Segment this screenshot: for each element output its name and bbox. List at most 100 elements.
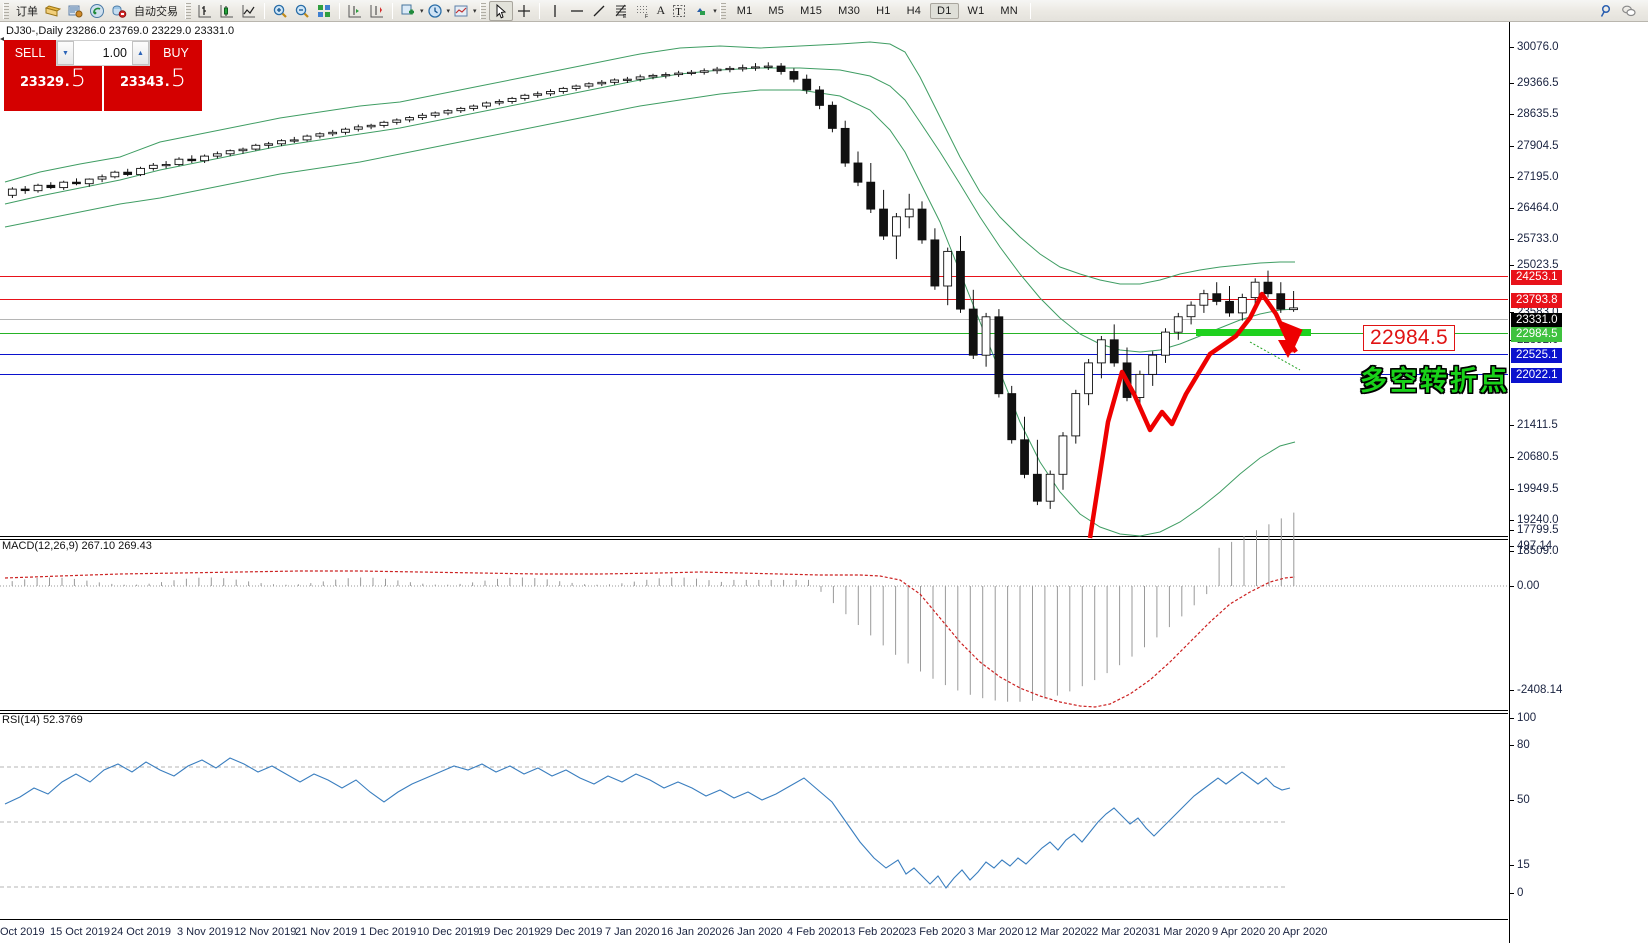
- timeframe-mn[interactable]: MN: [1000, 4, 1018, 17]
- price-tick: 19240.0: [1510, 514, 1559, 526]
- add-indicator-caret[interactable]: ▾: [420, 7, 424, 15]
- date-label: 10 Dec 2019: [417, 926, 480, 938]
- volume-stepper[interactable]: ▼ 1.00 ▲: [56, 40, 150, 66]
- chart-area[interactable]: DJ30-,Daily 23286.0 23769.0 23229.0 2333…: [0, 22, 1648, 943]
- date-label: 12 Nov 2019: [234, 926, 297, 938]
- one-click-trading-panel[interactable]: SELL ▼ 1.00 ▲ BUY 23329 . 5 23343 . 5: [4, 40, 202, 115]
- shapes-icon[interactable]: [690, 1, 712, 21]
- trend-analysis-line: [1087, 291, 1298, 539]
- level-line-24253[interactable]: [0, 276, 1508, 277]
- date-label: 3 Mar 2020: [968, 926, 1024, 938]
- fibonacci-icon[interactable]: E: [610, 1, 632, 21]
- period-clock-icon[interactable]: [424, 1, 446, 21]
- text-icon[interactable]: A: [656, 3, 666, 17]
- volume-decrease-icon[interactable]: ▼: [57, 41, 74, 65]
- trendline-icon[interactable]: [588, 1, 610, 21]
- bar-chart-icon[interactable]: [194, 1, 216, 21]
- toolbar-grip-4[interactable]: [719, 2, 726, 19]
- toolbar-grip-3[interactable]: [479, 2, 486, 19]
- macd-indicator-label: MACD(12,26,9) 267.10 269.43: [2, 540, 152, 552]
- sell-price[interactable]: 23329 . 5: [4, 66, 102, 111]
- vertical-line-icon[interactable]: [544, 1, 566, 21]
- buy-price-fraction: 5: [170, 64, 186, 92]
- add-indicator-icon[interactable]: [397, 1, 419, 21]
- svg-text:T: T: [676, 7, 682, 18]
- search-icon[interactable]: [1596, 1, 1618, 21]
- timeframe-m30[interactable]: M30: [838, 4, 861, 17]
- level-line-23793[interactable]: [0, 299, 1508, 300]
- auto-scroll-icon[interactable]: [366, 1, 388, 21]
- date-label: 26 Jan 2020: [722, 926, 783, 938]
- price-label-pivot[interactable]: 22984.5: [1511, 327, 1562, 342]
- label-icon[interactable]: T: [668, 1, 690, 21]
- price-chart-svg: [4, 41, 1311, 539]
- channel-icon[interactable]: F: [632, 1, 654, 21]
- toolbar-grip[interactable]: [3, 2, 9, 19]
- date-label: 19 Dec 2019: [478, 926, 541, 938]
- buy-price[interactable]: 23343 . 5: [104, 66, 202, 111]
- macd-pane-svg: [0, 512, 1508, 708]
- tile-windows-icon[interactable]: [313, 1, 335, 21]
- annotation-price-box[interactable]: 22984.5: [1363, 325, 1456, 351]
- macd-histogram: [11, 512, 1295, 702]
- date-label: 16 Jan 2020: [661, 926, 722, 938]
- trend-arrow-tip: [1278, 340, 1298, 358]
- buy-button[interactable]: BUY: [150, 40, 202, 66]
- toolbar-grip-2[interactable]: [185, 2, 191, 19]
- buy-price-integer: 23343: [120, 75, 164, 90]
- horizontal-line-icon[interactable]: [566, 1, 588, 21]
- cursor-icon[interactable]: [488, 0, 513, 21]
- autotrading-label: 自动交易: [134, 5, 178, 18]
- svg-text:E: E: [623, 14, 627, 19]
- price-label-support-1[interactable]: 22525.1: [1511, 348, 1562, 363]
- autotrading-button[interactable]: 自动交易: [130, 1, 182, 21]
- current-price-line: [0, 319, 1508, 320]
- level-line-22984[interactable]: [0, 333, 1508, 334]
- date-label: 7 Jan 2020: [605, 926, 660, 938]
- timeframe-h1[interactable]: H1: [876, 4, 891, 17]
- timeframe-h4[interactable]: H4: [906, 4, 922, 17]
- bollinger-middle-band: [4, 67, 1296, 353]
- timeframe-w1[interactable]: W1: [967, 4, 985, 17]
- timeframe-m5[interactable]: M5: [768, 4, 785, 17]
- signal-icon[interactable]: [86, 1, 108, 21]
- green-level-marker: [1196, 329, 1311, 336]
- date-axis[interactable]: Oct 2019 15 Oct 2019 24 Oct 2019 3 Nov 2…: [0, 919, 1508, 943]
- chat-icon[interactable]: [1618, 1, 1640, 21]
- price-tick: 30076.0: [1510, 41, 1559, 53]
- zoom-out-icon[interactable]: [291, 1, 313, 21]
- price-label-resistance-2[interactable]: 23793.8: [1511, 293, 1562, 308]
- timeframe-d1[interactable]: D1: [930, 2, 959, 19]
- zoom-in-icon[interactable]: [269, 1, 291, 21]
- level-line-22525[interactable]: [0, 354, 1508, 355]
- line-chart-icon[interactable]: [238, 1, 260, 21]
- period-caret[interactable]: ▾: [446, 7, 451, 15]
- price-scale[interactable]: 30076.0 29366.5 28635.5 27904.5 27195.0 …: [1510, 22, 1648, 943]
- price-label-support-2[interactable]: 22022.1: [1511, 368, 1562, 383]
- orders-button[interactable]: 订单: [12, 1, 42, 21]
- templates-caret[interactable]: ▾: [473, 7, 477, 15]
- timeframe-m1[interactable]: M1: [736, 4, 753, 17]
- candlestick-chart-icon[interactable]: [216, 1, 238, 21]
- timeframe-m15[interactable]: M15: [800, 4, 823, 17]
- price-label-current[interactable]: 23331.0: [1511, 313, 1562, 328]
- level-line-22022[interactable]: [0, 374, 1508, 375]
- templates-icon[interactable]: [450, 1, 472, 21]
- chart-shift-icon[interactable]: [344, 1, 366, 21]
- volume-value[interactable]: 1.00: [102, 46, 127, 60]
- crosshair-icon[interactable]: [513, 1, 535, 21]
- rsi-tick-100: 100: [1510, 712, 1536, 724]
- svg-text:F: F: [645, 14, 648, 19]
- sell-button[interactable]: SELL: [4, 40, 56, 66]
- volume-increase-icon[interactable]: ▲: [132, 41, 149, 65]
- main-toolbar: 订单 自动交易: [0, 0, 1648, 22]
- price-tick: 26464.0: [1510, 202, 1559, 214]
- annotation-chinese-note[interactable]: 多空转折点: [1360, 366, 1510, 397]
- shapes-caret[interactable]: ▾: [713, 7, 717, 15]
- macd-tick-zero: 0.00: [1510, 580, 1539, 592]
- price-label-resistance-1[interactable]: 24253.1: [1511, 270, 1562, 285]
- terminal-icon[interactable]: [64, 1, 86, 21]
- date-label: 31 Mar 2020: [1148, 926, 1210, 938]
- strategy-icon[interactable]: [108, 1, 130, 21]
- folder-icon[interactable]: [42, 1, 64, 21]
